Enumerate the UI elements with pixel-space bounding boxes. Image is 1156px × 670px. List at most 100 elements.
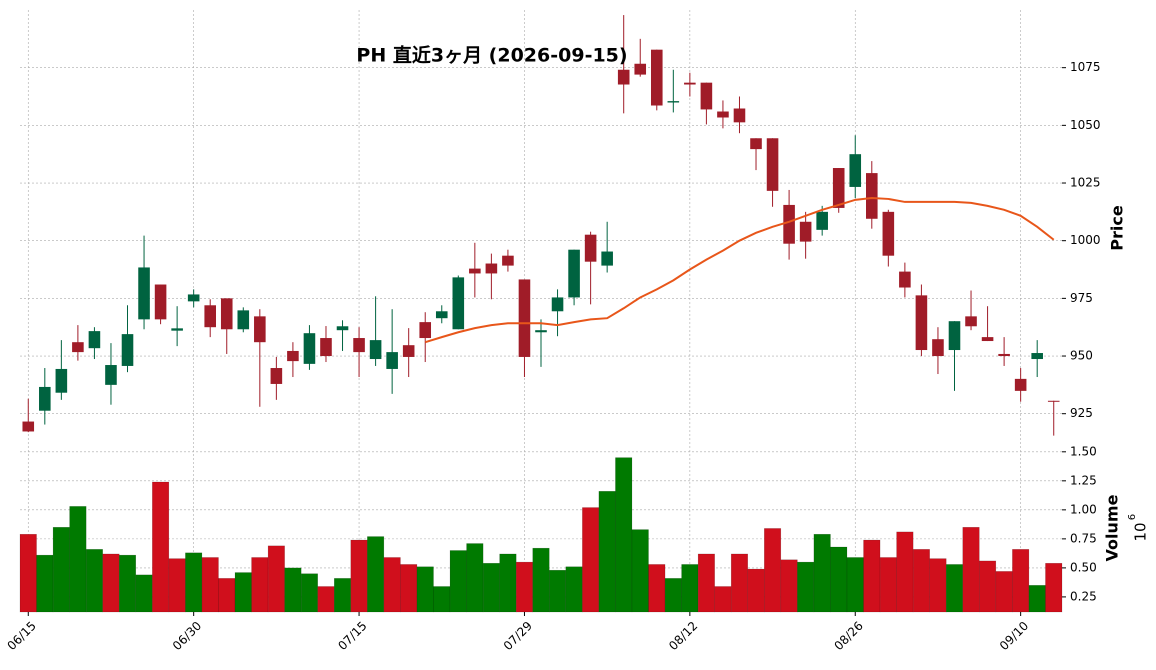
volume-bar bbox=[664, 578, 682, 613]
candle-body bbox=[816, 211, 828, 230]
volume-bar bbox=[615, 457, 633, 613]
x-tick-label: 08/26 bbox=[831, 619, 865, 653]
moving-average bbox=[424, 197, 1055, 344]
volume-bar bbox=[797, 561, 815, 613]
candle-body bbox=[849, 154, 862, 187]
y-tick-label: 1000 bbox=[1070, 233, 1101, 247]
candle-body bbox=[717, 111, 729, 118]
y-tick-label: 1025 bbox=[1070, 176, 1101, 190]
volume-bar bbox=[118, 554, 137, 613]
candle-body bbox=[105, 365, 117, 385]
candle-body bbox=[55, 368, 68, 393]
y-tick-label: 0.75 bbox=[1070, 531, 1097, 545]
y-tick-label: 1075 bbox=[1070, 60, 1101, 74]
candle-body bbox=[684, 82, 696, 85]
candle-body bbox=[948, 321, 961, 351]
x-tick-label: 07/29 bbox=[501, 619, 535, 653]
x-tick-label: 06/15 bbox=[5, 619, 39, 653]
volume-bar bbox=[697, 553, 715, 613]
volume-bar bbox=[879, 557, 897, 613]
y-tick-label: 925 bbox=[1070, 406, 1093, 420]
candle-body bbox=[39, 386, 51, 411]
volume-bar bbox=[449, 550, 467, 613]
y-tick-label: 0.25 bbox=[1070, 589, 1097, 603]
volume-bar bbox=[267, 545, 285, 613]
candle-body bbox=[88, 331, 101, 349]
candle-body bbox=[502, 255, 514, 266]
volume-bar bbox=[846, 557, 864, 613]
candle-body bbox=[832, 168, 845, 208]
candle-body bbox=[435, 311, 448, 319]
volume-bar bbox=[69, 506, 87, 613]
volume-bar bbox=[896, 531, 914, 613]
candle-body bbox=[667, 101, 680, 103]
candle-body bbox=[998, 353, 1010, 357]
volume-bar bbox=[400, 564, 418, 613]
volume-bar bbox=[515, 561, 533, 613]
volume-bar bbox=[929, 558, 947, 613]
volume-bar bbox=[730, 553, 748, 613]
x-tick-label: 07/15 bbox=[335, 619, 369, 653]
volume-bar bbox=[780, 559, 798, 613]
volume-bar bbox=[482, 562, 500, 613]
volume-bar bbox=[945, 564, 964, 613]
candle-body bbox=[766, 138, 779, 191]
candle-body bbox=[220, 298, 233, 330]
volume-bar bbox=[300, 573, 318, 613]
candle-body bbox=[320, 338, 332, 357]
volume-bar bbox=[830, 546, 848, 613]
volume-bar bbox=[631, 529, 649, 613]
candle-body bbox=[1047, 400, 1060, 402]
candle-body bbox=[72, 342, 84, 353]
volume-bar bbox=[863, 539, 881, 613]
candle-body bbox=[419, 322, 432, 339]
y-tick-label: 1.25 bbox=[1070, 473, 1097, 487]
candle-body bbox=[700, 82, 713, 110]
volume-bar bbox=[714, 586, 732, 613]
y-tick-label: 1050 bbox=[1070, 118, 1101, 132]
candle-body bbox=[452, 277, 465, 330]
volume-bar bbox=[218, 578, 236, 613]
candle-body bbox=[899, 271, 911, 288]
candle-body bbox=[254, 316, 266, 343]
candle-body bbox=[121, 334, 134, 366]
candle-body bbox=[535, 330, 547, 333]
candle-body bbox=[965, 316, 977, 327]
candle-body bbox=[750, 138, 762, 150]
volume-bar bbox=[549, 569, 567, 613]
volume-bar bbox=[201, 557, 219, 613]
volume-bar bbox=[995, 571, 1013, 613]
candle-body bbox=[303, 333, 316, 364]
volume-bar bbox=[350, 539, 368, 613]
volume-bar bbox=[52, 527, 70, 613]
volume-bar bbox=[334, 578, 352, 613]
volume-bar bbox=[813, 533, 831, 613]
volume-bar bbox=[962, 527, 980, 613]
candle-body bbox=[154, 284, 167, 320]
candle-body bbox=[617, 69, 630, 85]
candle-body bbox=[601, 251, 613, 266]
candle-body bbox=[369, 340, 382, 360]
candle-body bbox=[799, 221, 812, 242]
candle-body bbox=[634, 63, 647, 75]
volume-bar bbox=[1045, 562, 1063, 613]
candle-body bbox=[650, 49, 663, 106]
volume-bar bbox=[565, 566, 583, 613]
volume-bar bbox=[499, 553, 517, 613]
candle-body bbox=[518, 279, 531, 357]
candle-body bbox=[237, 310, 250, 330]
candle-body bbox=[584, 234, 597, 262]
y-tick-label: 0.50 bbox=[1070, 560, 1097, 574]
candle-body bbox=[915, 295, 928, 351]
volume-bar bbox=[185, 552, 203, 613]
volume-bar bbox=[168, 558, 186, 613]
candle-body bbox=[287, 350, 299, 362]
volume-scale: 10 6 bbox=[1127, 514, 1150, 542]
candle-body bbox=[866, 173, 878, 219]
volume-bar bbox=[152, 481, 170, 613]
candle-body bbox=[469, 268, 481, 274]
volume-bar bbox=[764, 528, 782, 613]
volume-bar bbox=[284, 567, 302, 613]
